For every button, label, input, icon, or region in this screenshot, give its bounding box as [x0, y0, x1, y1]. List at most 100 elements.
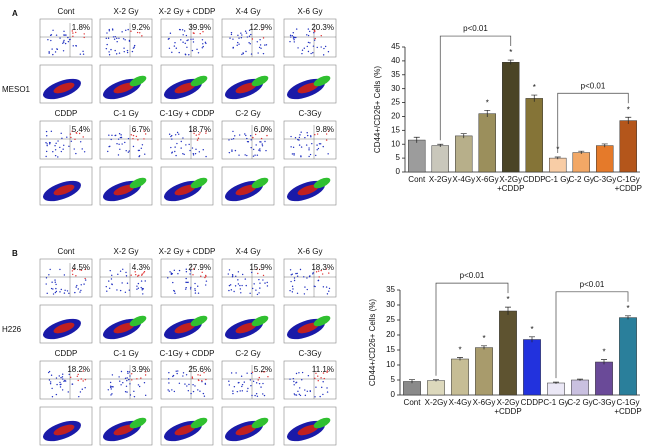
cell-dot — [80, 289, 82, 292]
cell-dot — [205, 42, 207, 45]
cell-dot — [290, 280, 292, 283]
cell-dot — [261, 145, 264, 147]
cell-dot — [267, 376, 269, 378]
y-tick-label: 25 — [386, 315, 395, 324]
cell-dot — [205, 274, 207, 277]
scatter-plot-frame — [221, 360, 275, 400]
cell-dot — [255, 382, 258, 384]
cell-dot — [314, 377, 316, 380]
cell-dot — [174, 42, 176, 44]
cell-dot — [227, 273, 229, 275]
cell-dot — [316, 149, 318, 151]
cell-dot — [304, 389, 306, 391]
cell-dot — [54, 51, 57, 53]
cell-dot — [64, 379, 66, 382]
cell-dot — [110, 394, 112, 396]
cell-dot — [193, 32, 195, 35]
cell-dot — [49, 143, 51, 145]
cell-dot — [47, 39, 49, 41]
cell-dot — [230, 33, 233, 36]
cell-dot — [240, 375, 243, 377]
cell-dot — [248, 35, 251, 37]
cell-dot — [138, 149, 141, 152]
cell-dot — [120, 370, 123, 373]
percentage-label: 6.7% — [132, 125, 150, 134]
cell-dot — [237, 283, 240, 285]
density-core — [174, 184, 196, 196]
cell-dot — [234, 285, 237, 287]
cell-dot — [314, 37, 316, 40]
cell-dot — [61, 373, 64, 375]
significance-bracket — [435, 282, 509, 376]
error-bar — [625, 315, 631, 320]
cell-dot — [205, 280, 208, 282]
cell-dot — [140, 147, 143, 150]
cell-dot — [290, 36, 292, 38]
cell-dot — [293, 279, 296, 282]
density-core — [113, 82, 135, 94]
cell-dot — [143, 138, 145, 140]
cell-dot — [133, 130, 135, 133]
cell-dot — [300, 156, 302, 158]
cell-dot — [75, 31, 77, 34]
cell-dot — [116, 37, 118, 40]
cell-dot — [231, 149, 233, 151]
density-gate — [251, 177, 269, 189]
cell-dot — [80, 269, 83, 271]
cell-dot — [255, 289, 257, 291]
cell-dot — [63, 274, 66, 276]
cell-dot — [245, 134, 247, 137]
cell-dot — [81, 388, 83, 390]
error-bar — [484, 109, 491, 117]
cell-dot — [293, 41, 295, 43]
cell-dot — [259, 141, 261, 143]
cell-dot — [205, 378, 207, 381]
cell-dot — [289, 269, 292, 271]
cell-dot — [73, 268, 75, 271]
cell-dot — [142, 288, 145, 290]
cell-dot — [125, 150, 127, 152]
cell-dot — [313, 39, 316, 41]
x-tick-label: X-4Gy — [452, 175, 475, 184]
cell-dot — [309, 390, 311, 392]
cell-dot — [82, 370, 85, 372]
cell-dot — [203, 371, 205, 374]
cell-dot — [249, 379, 252, 381]
cell-dot — [59, 383, 61, 386]
cell-dot — [178, 133, 180, 135]
cell-dot — [82, 136, 84, 138]
cell-dot — [252, 380, 255, 383]
cell-dot — [307, 50, 310, 53]
cell-dot — [114, 35, 116, 38]
cell-dot — [306, 132, 308, 134]
cell-dot — [192, 390, 195, 393]
cell-dot — [237, 279, 239, 281]
x-tick-label: C-1 Gy — [543, 398, 568, 407]
cell-dot — [239, 288, 242, 290]
cell-dot — [128, 378, 130, 381]
bar — [455, 135, 473, 173]
bar — [451, 358, 469, 396]
cell-dot — [296, 275, 299, 277]
x-tick-label: X-2Gy +CDDP — [497, 175, 524, 193]
cell-dot — [315, 386, 317, 388]
cell-dot — [79, 141, 82, 143]
cell-dot — [311, 142, 313, 145]
cell-dot — [120, 136, 123, 139]
cell-dot — [194, 292, 197, 294]
percentage-label: 5.4% — [72, 125, 90, 134]
cell-dot — [185, 281, 187, 284]
condition-label: X-4 Gy — [236, 7, 261, 16]
cell-dot — [204, 383, 207, 385]
cell-dot — [240, 292, 242, 294]
cell-dot — [184, 54, 187, 56]
cell-dot — [168, 371, 170, 374]
cell-dot — [168, 47, 171, 49]
cell-dot — [185, 271, 188, 273]
cell-dot — [105, 47, 108, 50]
cell-dot — [304, 286, 306, 288]
cell-dot — [327, 51, 330, 53]
cell-dot — [67, 40, 70, 43]
condition-label: C-1 Gy — [113, 349, 138, 358]
cell-dot — [250, 372, 253, 375]
